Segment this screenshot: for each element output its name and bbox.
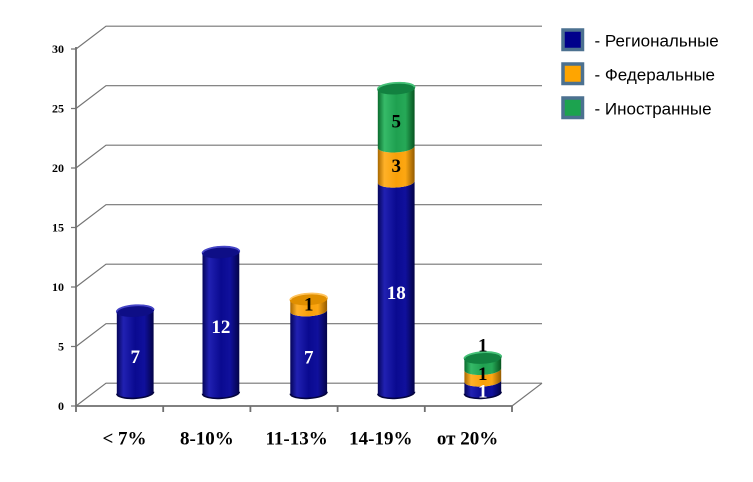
svg-text:7: 7: [304, 348, 314, 369]
svg-text:8-10%: 8-10%: [180, 429, 234, 450]
svg-text:30: 30: [52, 42, 64, 56]
svg-text:от 20%: от 20%: [437, 429, 498, 450]
svg-text:1: 1: [304, 295, 314, 316]
svg-text:1: 1: [478, 335, 488, 356]
svg-text:3: 3: [391, 156, 401, 177]
svg-text:11-13%: 11-13%: [265, 429, 327, 450]
svg-text:1: 1: [478, 364, 488, 385]
svg-text:5: 5: [391, 111, 401, 132]
svg-text:10: 10: [52, 280, 64, 294]
svg-text:7: 7: [130, 347, 140, 368]
svg-text:- Иностранные: - Иностранные: [595, 100, 712, 119]
svg-text:20: 20: [52, 161, 64, 175]
svg-text:14-19%: 14-19%: [349, 429, 412, 450]
svg-text:12: 12: [211, 317, 230, 338]
svg-text:- Федеральные: - Федеральные: [595, 66, 716, 85]
svg-text:1: 1: [478, 381, 488, 402]
svg-text:- Региональные: - Региональные: [595, 32, 719, 51]
svg-text:< 7%: < 7%: [102, 429, 146, 450]
svg-text:15: 15: [52, 221, 64, 235]
svg-text:18: 18: [387, 283, 406, 304]
svg-text:0: 0: [58, 399, 64, 413]
svg-text:25: 25: [52, 102, 64, 116]
svg-text:5: 5: [58, 340, 64, 354]
